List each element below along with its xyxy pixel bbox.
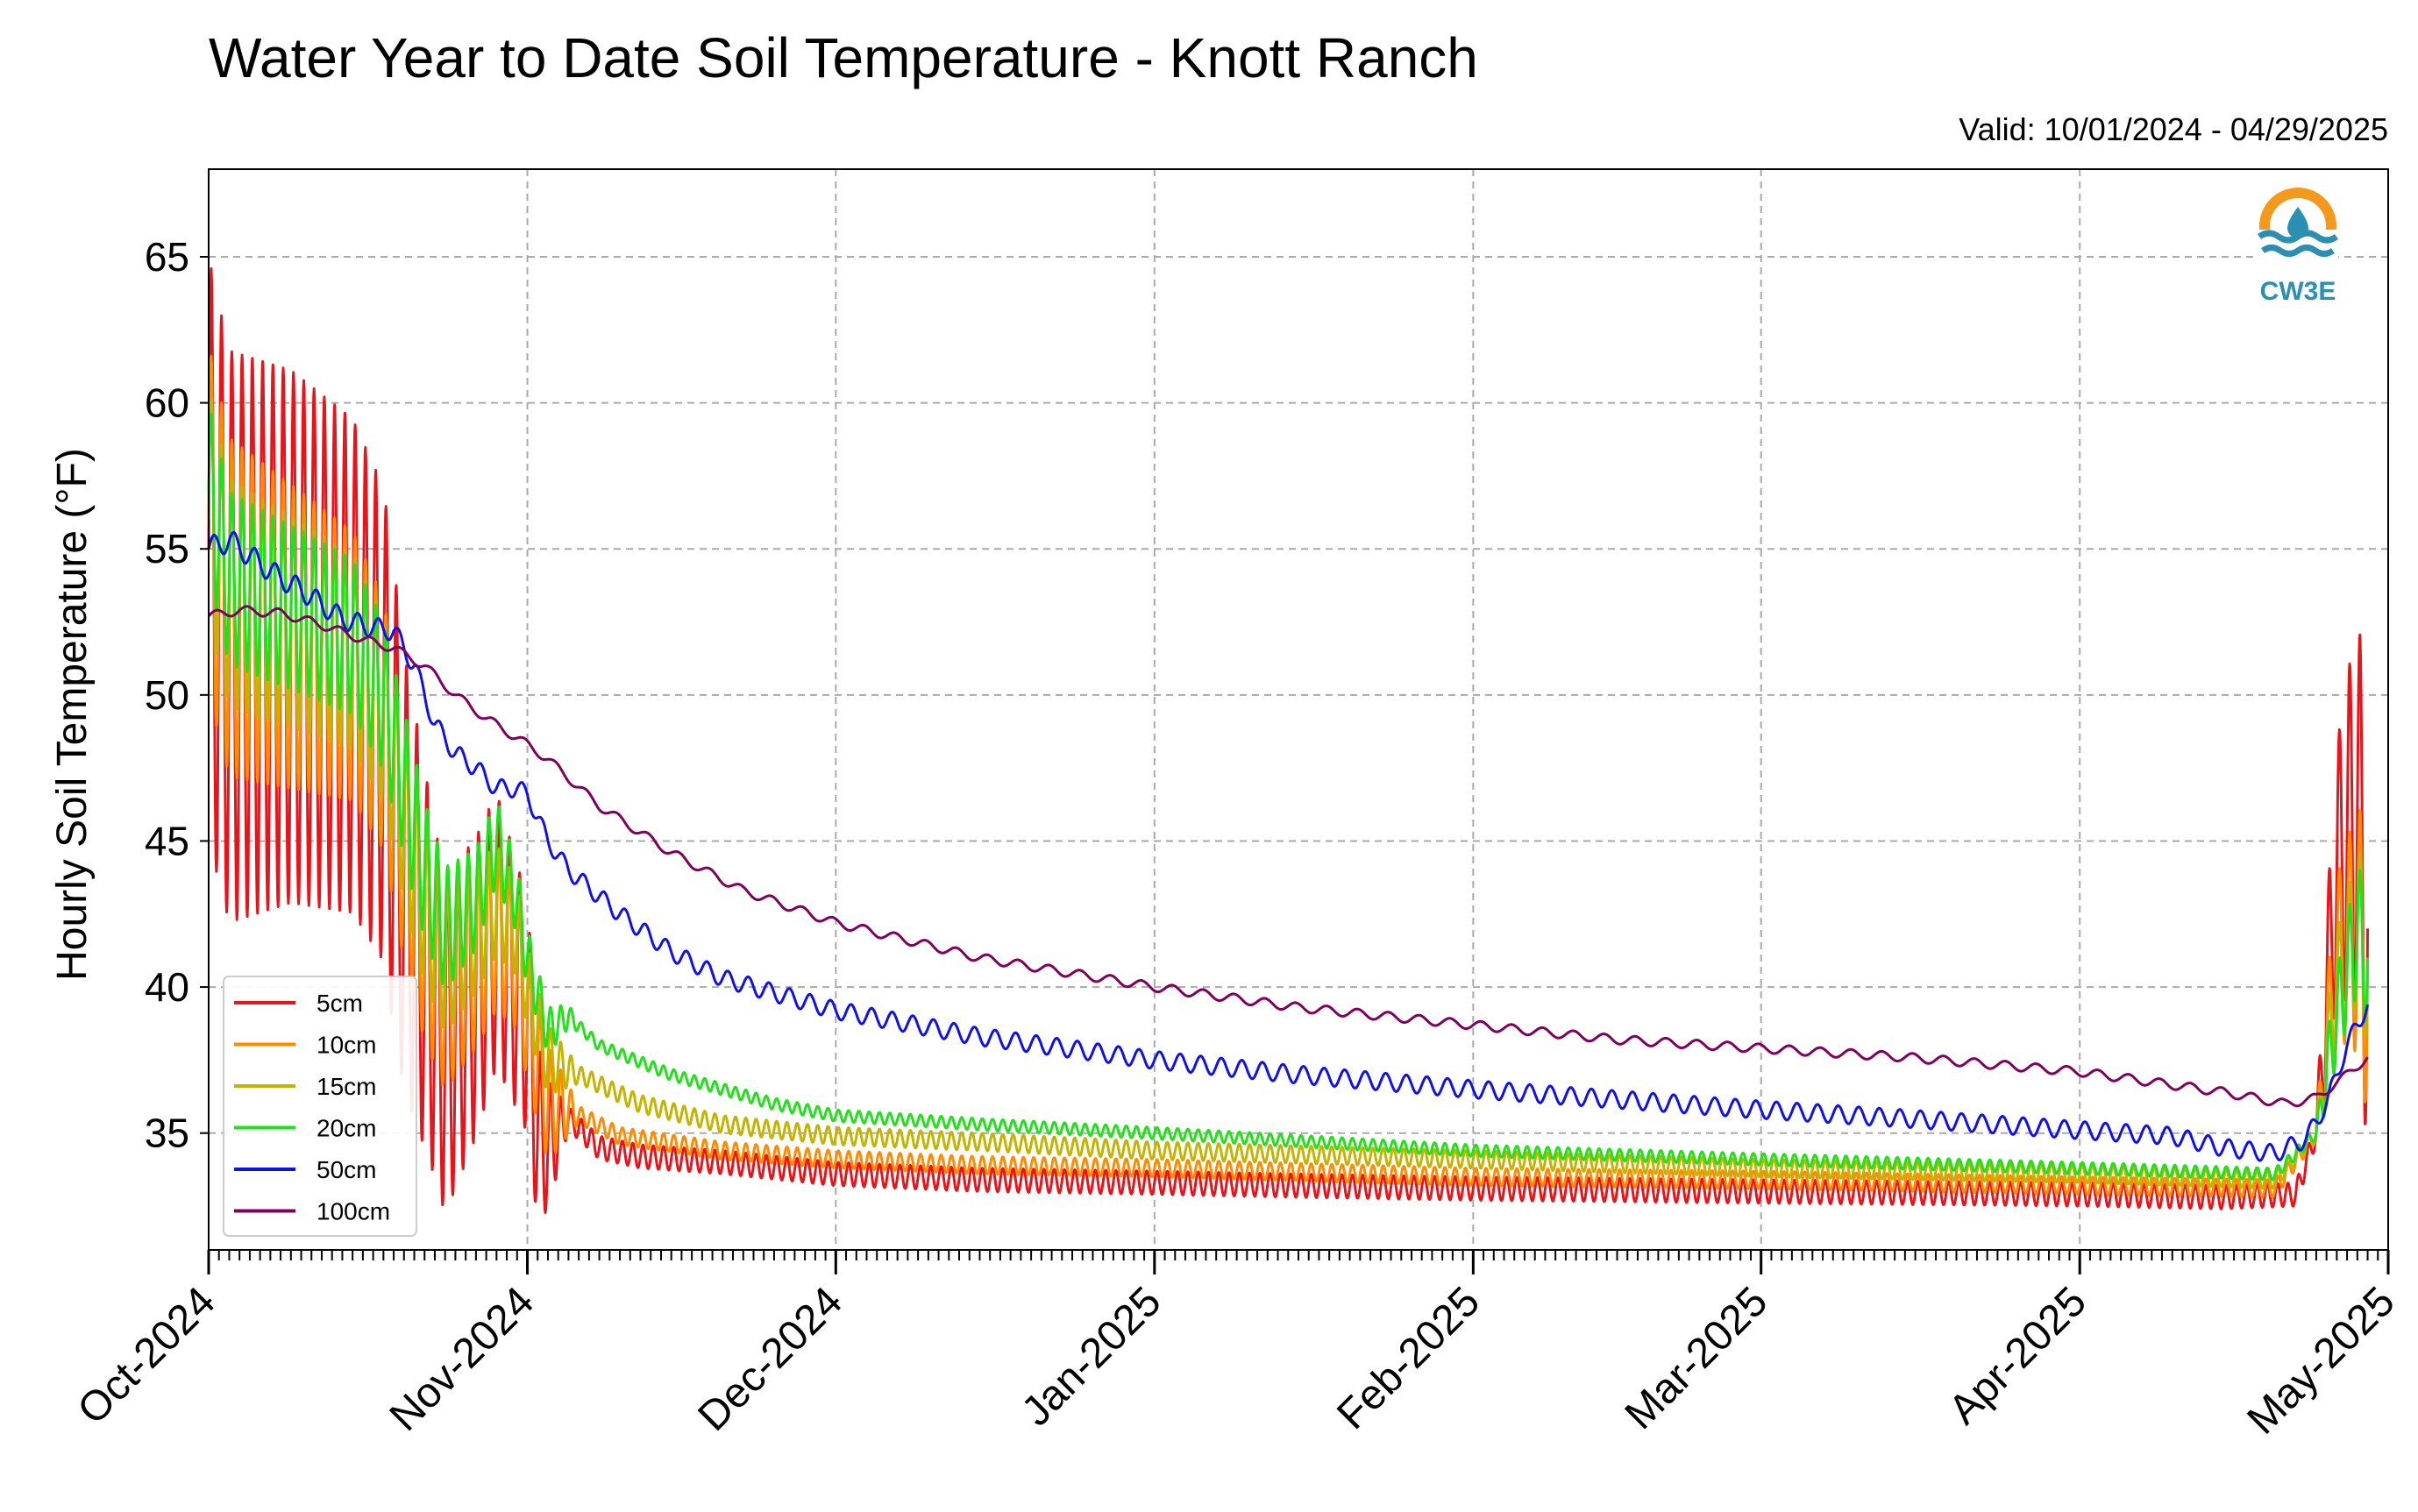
series-line-15cm [207, 398, 2369, 1190]
legend-label: 5cm [316, 990, 363, 1017]
y-tick-label: 45 [145, 818, 189, 863]
series-line-100cm [207, 605, 2369, 1108]
legend-label: 10cm [316, 1032, 376, 1059]
series-line-50cm [207, 530, 2369, 1162]
y-tick-label: 40 [145, 964, 189, 1010]
series-line-20cm [207, 412, 2369, 1182]
series-lines [207, 266, 2369, 1214]
legend: 5cm 10cm 15cm 20cm 50cm 100cm [223, 976, 417, 1237]
y-tick-label: 65 [145, 234, 189, 280]
legend-label: 50cm [316, 1156, 376, 1183]
chart-title: Water Year to Date Soil Temperature - Kn… [209, 26, 1478, 89]
valid-date-range: Valid: 10/01/2024 - 04/29/2025 [1959, 111, 2388, 147]
series-line-10cm [207, 354, 2369, 1199]
y-tick-label: 60 [145, 380, 189, 426]
logo-droplet-icon [2287, 207, 2308, 238]
logo-text: CW3E [2260, 277, 2336, 306]
cw3e-logo: CW3E [2257, 188, 2339, 306]
gridlines [209, 169, 2388, 1250]
y-tick-label: 50 [145, 672, 189, 718]
y-tick-label: 35 [145, 1111, 189, 1156]
y-tick-label: 55 [145, 526, 189, 571]
legend-label: 15cm [316, 1073, 376, 1100]
legend-label: 100cm [316, 1198, 390, 1225]
y-axis-label: Hourly Soil Temperature (°F) [49, 448, 96, 981]
legend-label: 20cm [316, 1115, 376, 1142]
